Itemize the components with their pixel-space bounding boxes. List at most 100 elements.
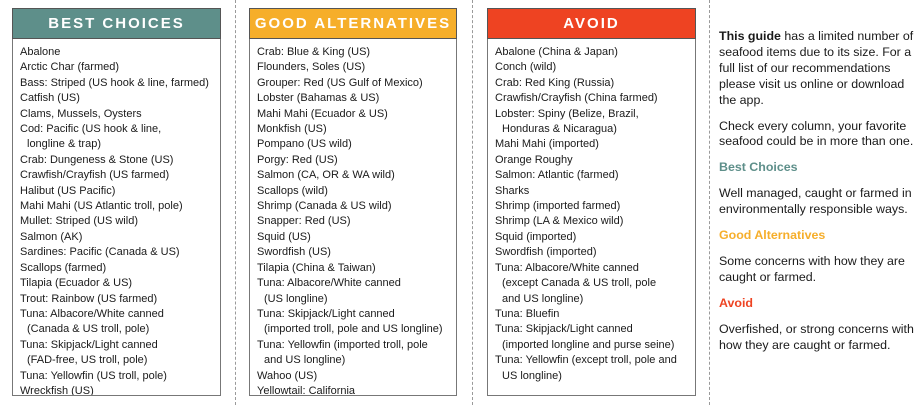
legend-best-title: Best Choices	[719, 160, 798, 175]
seafood-item-name: Tuna: Yellowfin (except troll, pole and	[495, 354, 677, 367]
seafood-item: Tuna: Albacore/White canned (US longline)	[257, 276, 450, 307]
seafood-item-name: Wreckfish (US)	[20, 384, 94, 396]
seafood-item-detail: (imported troll, pole and US longline)	[264, 323, 443, 336]
seafood-item: Monkfish (US)	[257, 122, 450, 137]
seafood-item: Crawfish/Crayfish (China farmed)	[495, 91, 689, 106]
seafood-item-name: Abalone (China & Japan)	[495, 46, 618, 58]
seafood-item-detail: (US longline)	[264, 292, 328, 305]
seafood-item: Sardines: Pacific (Canada & US)	[20, 245, 214, 260]
seafood-item: Grouper: Red (US Gulf of Mexico)	[257, 76, 450, 91]
seafood-item-name: Tuna: Bluefin	[495, 307, 560, 320]
seafood-item: Sharks	[495, 184, 689, 199]
column-divider-3	[709, 0, 710, 405]
seafood-item-name: Salmon (CA, OR & WA wild)	[257, 169, 395, 182]
seafood-item: Mahi Mahi (US Atlantic troll, pole)	[20, 199, 214, 214]
seafood-item-detail: (imported longline and purse seine)	[502, 338, 675, 351]
seafood-item-name: Tuna: Albacore/White canned	[257, 277, 401, 290]
seafood-item-name: Lobster (Bahamas & US)	[257, 92, 380, 105]
column-divider-2	[472, 0, 473, 405]
seafood-item-name: Sardines: Pacific (Canada & US)	[20, 246, 180, 259]
seafood-item-detail: (Canada & US troll, pole)	[27, 323, 150, 336]
seafood-item-name: Tuna: Albacore/White canned	[495, 261, 639, 274]
seafood-item: Shrimp (Canada & US wild)	[257, 199, 450, 214]
seafood-item-name: Tuna: Albacore/White canned	[20, 307, 164, 320]
seafood-item-name: Orange Roughy	[495, 153, 573, 166]
seafood-item-name: Monkfish (US)	[257, 123, 327, 136]
seafood-item-name: Tilapia (China & Taiwan)	[257, 261, 376, 274]
seafood-item-name: Flounders, Soles (US)	[257, 61, 366, 74]
best-choices-column: BEST CHOICES Abalone Arctic Char (farmed)…	[12, 8, 221, 396]
seafood-item: Abalone (China & Japan)	[495, 45, 689, 60]
seafood-item-name: Abalone	[20, 46, 61, 58]
legend-good-desc: Some concerns with how they are caught o…	[719, 253, 905, 284]
seafood-item: Lobster (Bahamas & US)	[257, 91, 450, 106]
seafood-item: Tuna: Yellowfin (imported troll, pole and…	[257, 338, 450, 369]
seafood-item-detail: longline & trap)	[27, 138, 101, 151]
seafood-item: Abalone	[20, 45, 214, 60]
seafood-item-name: Tilapia (Ecuador & US)	[20, 277, 133, 290]
seafood-item: Mullet: Striped (US wild)	[20, 214, 214, 229]
seafood-item: Tilapia (China & Taiwan)	[257, 261, 450, 276]
seafood-item-name: Snapper: Red (US)	[257, 215, 351, 228]
seafood-item: Swordfish (imported)	[495, 245, 689, 260]
seafood-item: Snapper: Red (US)	[257, 214, 450, 229]
seafood-item: Tuna: Skipjack/Light canned (imported lon…	[495, 322, 689, 353]
seafood-item: Scallops (wild)	[257, 184, 450, 199]
seafood-item: Tuna: Skipjack/Light canned (imported tro…	[257, 307, 450, 338]
seafood-item: Wreckfish (US)	[20, 384, 214, 396]
seafood-item-name: Mahi Mahi (Ecuador & US)	[257, 107, 388, 120]
seafood-item: Shrimp (LA & Mexico wild)	[495, 214, 689, 229]
seafood-item: Tuna: Yellowfin (US troll, pole)	[20, 369, 214, 384]
seafood-item-name: Tuna: Skipjack/Light canned	[20, 338, 158, 351]
seafood-item: Crab: Blue & King (US)	[257, 45, 450, 60]
seafood-item: Porgy: Red (US)	[257, 153, 450, 168]
seafood-item: Mahi Mahi (Ecuador & US)	[257, 107, 450, 122]
seafood-item: Pompano (US wild)	[257, 137, 450, 152]
good-alternatives-column: GOOD ALTERNATIVES Crab: Blue & King (US)…	[249, 8, 457, 396]
seafood-item-name: Clams, Mussels, Oysters	[20, 107, 142, 120]
seafood-item: Halibut (US Pacific)	[20, 184, 214, 199]
guide-intro-text: has a limited number of seafood items du…	[719, 29, 914, 107]
legend-avoid-title: Avoid	[719, 295, 753, 310]
seafood-item-detail: and US longline)	[264, 354, 346, 367]
seafood-item: Tuna: Bluefin	[495, 307, 689, 322]
seafood-item: Orange Roughy	[495, 153, 689, 168]
good-alternatives-list: Crab: Blue & King (US) Flounders, Soles (…	[249, 39, 457, 396]
seafood-item: Swordfish (US)	[257, 245, 450, 260]
seafood-item-name: Shrimp (Canada & US wild)	[257, 200, 392, 213]
seafood-item-name: Crab: Dungeness & Stone (US)	[20, 153, 174, 166]
seafood-item-name: Lobster: Spiny (Belize, Brazil,	[495, 107, 639, 120]
seafood-item-name: Swordfish (imported)	[495, 246, 597, 259]
column-divider-1	[235, 0, 236, 405]
seafood-item: Wahoo (US)	[257, 369, 450, 384]
seafood-item: Salmon (CA, OR & WA wild)	[257, 168, 450, 183]
seafood-item-name: Salmon: Atlantic (farmed)	[495, 169, 619, 182]
seafood-item: Catfish (US)	[20, 91, 214, 106]
seafood-item-name: Porgy: Red (US)	[257, 153, 338, 166]
seafood-item: Scallops (farmed)	[20, 261, 214, 276]
seafood-item-name: Crab: Red King (Russia)	[495, 76, 615, 89]
avoid-list: Abalone (China & Japan) Conch (wild) Crab:…	[487, 39, 696, 396]
seafood-item-name: Pompano (US wild)	[257, 138, 352, 151]
legend-good-title: Good Alternatives	[719, 228, 826, 243]
seafood-item-name: Squid (imported)	[495, 230, 577, 243]
seafood-item-name: Tuna: Yellowfin (imported troll, pole	[257, 338, 428, 351]
best-choices-header: BEST CHOICES	[12, 8, 221, 39]
seafood-item-name: Tuna: Skipjack/Light canned	[495, 323, 633, 336]
seafood-item-name: Scallops (wild)	[257, 184, 328, 197]
seafood-item: Salmon: Atlantic (farmed)	[495, 168, 689, 183]
seafood-item-name: Crawfish/Crayfish (China farmed)	[495, 92, 658, 105]
seafood-item-detail: and US longline)	[502, 292, 584, 305]
seafood-item-name: Trout: Rainbow (US farmed)	[20, 292, 158, 305]
seafood-item-name: Scallops (farmed)	[20, 261, 107, 274]
seafood-item: Flounders, Soles (US)	[257, 60, 450, 75]
seafood-item: Bass: Striped (US hook & line, farmed)	[20, 76, 214, 91]
seafood-item: Tuna: Albacore/White canned (except Canad…	[495, 261, 689, 307]
seafood-item: Yellowtail: California	[257, 384, 450, 395]
seafood-item: Shrimp (imported farmed)	[495, 199, 689, 214]
seafood-item-name: Mullet: Striped (US wild)	[20, 215, 138, 228]
seafood-item: Salmon (AK)	[20, 230, 214, 245]
legend-best-desc: Well managed, caught or farmed in enviro…	[719, 186, 912, 217]
seafood-item: Mahi Mahi (imported)	[495, 137, 689, 152]
seafood-item-name: Salmon (AK)	[20, 230, 83, 243]
